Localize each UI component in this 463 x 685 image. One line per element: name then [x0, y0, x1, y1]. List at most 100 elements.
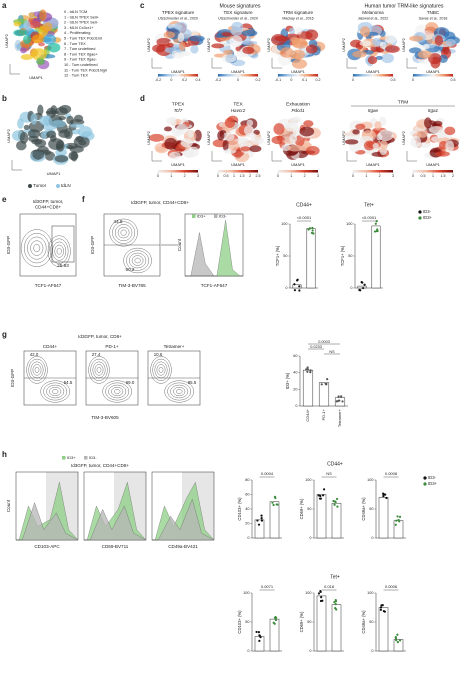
legend-swatch — [62, 456, 66, 460]
axis-title: UMAP1 — [426, 69, 441, 74]
bar — [269, 618, 280, 652]
bar — [254, 519, 265, 539]
bar-point-deco — [320, 383, 323, 386]
bar-point-deco — [257, 523, 261, 526]
axis-title: UMAP1 — [47, 171, 62, 176]
umap-cells — [240, 146, 251, 152]
cluster-label: 9 - Tum TEX Itgae- — [64, 57, 97, 62]
colorbar — [353, 170, 393, 173]
y-tick-label: 0 — [247, 536, 249, 540]
umap-cells — [43, 22, 53, 32]
colorbar-tick-label: 0 — [170, 78, 172, 82]
contour — [20, 229, 53, 267]
bar — [302, 369, 314, 407]
p-value: <0.0001 — [297, 215, 312, 220]
bar-point-deco — [272, 503, 275, 507]
contour — [117, 226, 130, 239]
bar-point-deco — [319, 599, 323, 603]
y-tick-label: 0 — [309, 536, 311, 540]
axis-title: ID3-GFP — [90, 236, 95, 254]
bar-point-deco — [322, 488, 326, 491]
umap-cells — [355, 123, 366, 130]
umap-cells — [13, 21, 22, 27]
bar-point-deco — [272, 621, 275, 624]
y-tick-label: 0 — [295, 404, 297, 408]
gate-value: 27.4 — [92, 352, 101, 357]
colorbar-tick-label: 1.5 — [240, 174, 245, 178]
umap-cells — [23, 35, 32, 44]
panel-letter: f — [82, 195, 85, 204]
bar-point-deco — [309, 369, 312, 372]
y-tick-label: 100 — [346, 222, 352, 226]
y-tick-label: 50 — [307, 507, 311, 511]
umap-cells — [409, 35, 424, 42]
y-axis-title: ID3+ (%) — [285, 372, 290, 389]
bar-point-deco — [398, 639, 402, 642]
axis-title: TCF1-AF647 — [201, 283, 228, 288]
axis-title: Count — [6, 499, 11, 512]
axis-title: UMAP1 — [366, 69, 381, 74]
cluster-label: 10 - Tum undefined — [64, 62, 98, 67]
map-source: Utzschneider et al., 2020 — [158, 16, 198, 20]
contour — [114, 389, 121, 394]
umap-cells — [289, 133, 298, 144]
map-source: Mackay et al., 2016 — [282, 16, 313, 20]
contour — [26, 356, 48, 384]
umap-cells — [271, 34, 287, 46]
contour — [90, 358, 108, 381]
y-tick-label: 100 — [367, 591, 373, 595]
bar-point-deco — [257, 630, 261, 634]
y-tick-label: 50 — [348, 254, 352, 258]
umap-cells — [50, 120, 67, 128]
umap-cells — [164, 137, 178, 150]
umap-cells — [292, 39, 308, 49]
axis-title: ID3-GFP — [10, 369, 15, 387]
panel-letter: b — [2, 94, 7, 103]
bar-point-deco — [273, 616, 277, 620]
y-axis-title: CD69+ (%) — [299, 498, 304, 519]
bar — [318, 382, 330, 407]
bar — [393, 639, 404, 652]
axis-title: UMAP2 — [146, 37, 151, 52]
colorbar-tick-label: 2 — [452, 174, 454, 178]
bar-point-deco — [375, 219, 378, 223]
cluster-label: 1 - tdLN TPEX Sell+ — [64, 14, 100, 19]
y-tick-label: 50 — [369, 507, 373, 511]
p-value: 0.0071 — [261, 584, 274, 589]
umap-cells — [417, 50, 432, 59]
legend-label: Tumor — [33, 183, 47, 188]
bar-point-deco — [260, 514, 263, 517]
bar-point-deco — [341, 400, 344, 403]
axis-title: UMAP2 — [401, 37, 406, 52]
map-source: Utzschneider et al., 2020 — [218, 16, 258, 20]
x-tick-label: Tetramer+ — [337, 408, 342, 427]
umap-cells — [434, 35, 444, 46]
y-tick-label: 20 — [293, 387, 297, 391]
umap-cells — [13, 29, 27, 37]
umap-cells — [175, 123, 189, 135]
axis-title: CD103-APC — [34, 544, 60, 549]
umap-cells — [163, 31, 176, 39]
axis-title: CD49a-BV421 — [168, 544, 198, 549]
colorbar-tick-label: 0.5 — [391, 78, 396, 82]
cluster-label: 7 - Tum undefined — [64, 46, 95, 51]
colorbar-tick-label: 2 — [249, 174, 251, 178]
umap-cells — [45, 110, 59, 115]
contour — [120, 229, 127, 236]
umap-cells — [49, 134, 57, 142]
contour — [123, 247, 152, 274]
bar-point-deco — [361, 281, 364, 284]
legend-swatch — [56, 184, 60, 188]
bar-point-deco — [395, 639, 398, 642]
contour — [102, 380, 132, 403]
umap-cells — [246, 119, 254, 127]
colorbar-tick-label: 0 — [157, 174, 159, 178]
map-title: Melanoma — [362, 10, 384, 15]
bar-point-deco — [260, 519, 264, 522]
colorbar — [218, 170, 258, 173]
axis-title: UMAP1 — [366, 162, 381, 167]
colorbar-tick-label: 0 — [290, 78, 292, 82]
bar-point-deco — [375, 230, 378, 233]
group-title: Tet+ — [330, 574, 340, 580]
umap-cells — [149, 133, 165, 142]
